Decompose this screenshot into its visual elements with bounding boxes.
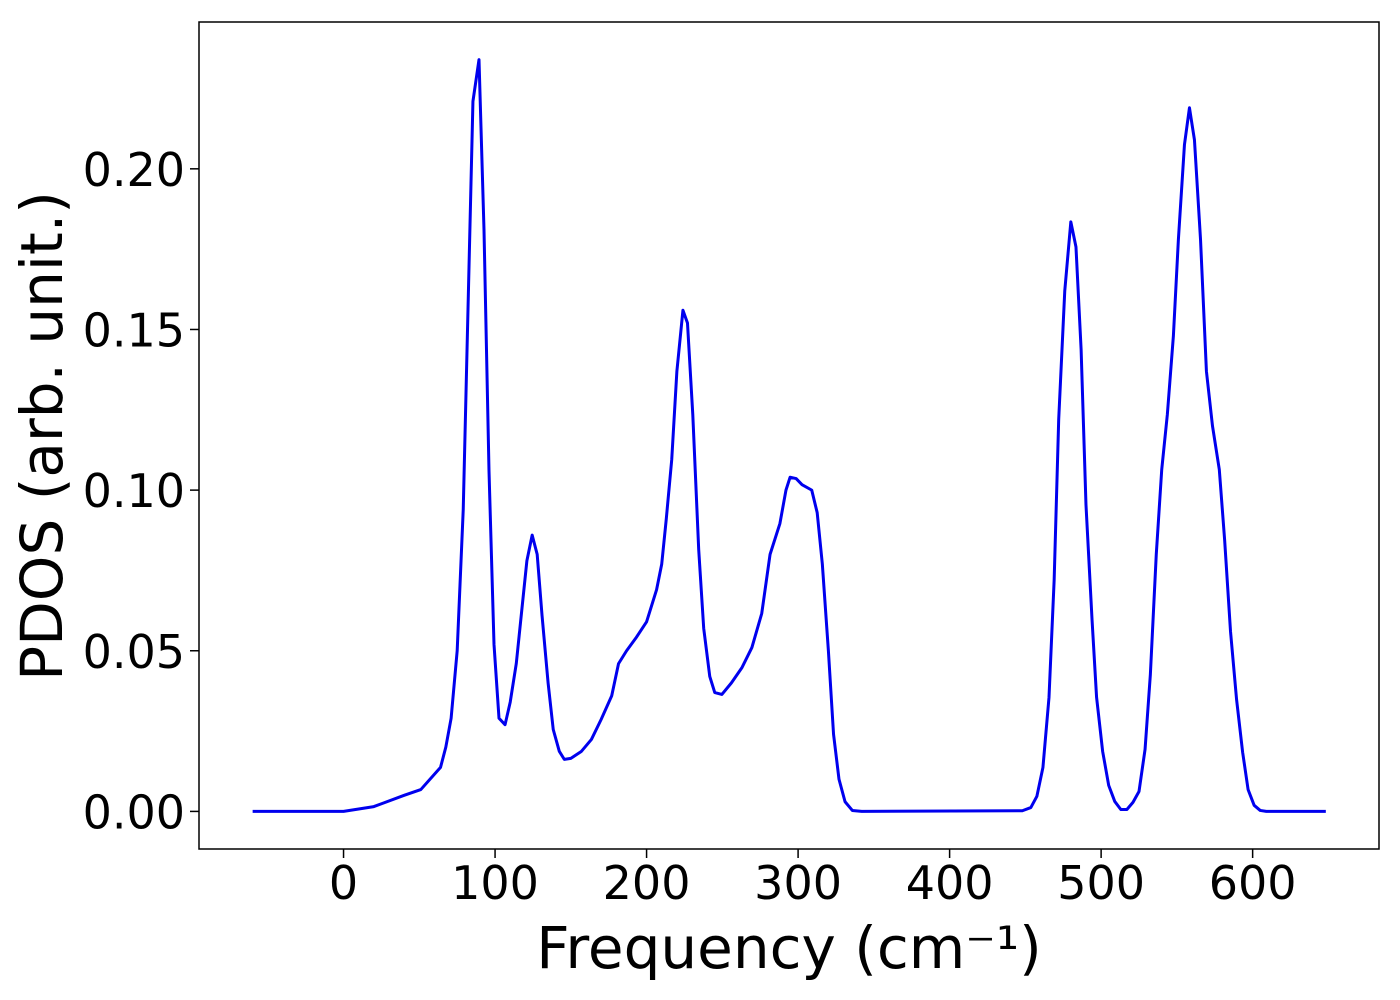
data-line bbox=[252, 58, 1326, 813]
y-tick-label: 0.00 bbox=[83, 785, 185, 839]
plot-frame bbox=[198, 21, 1380, 850]
x-tick-label: 100 bbox=[451, 856, 539, 910]
x-axis-label: Frequency (cm⁻¹) bbox=[536, 914, 1042, 982]
y-tick-label: 0.10 bbox=[83, 464, 185, 518]
y-tick-label: 0.05 bbox=[83, 625, 185, 679]
x-tick-label: 600 bbox=[1209, 856, 1297, 910]
y-tick-label: 0.20 bbox=[83, 143, 185, 197]
x-tick-label: 400 bbox=[906, 856, 994, 910]
y-axis-label: PDOS (arb. unit.) bbox=[8, 191, 76, 681]
x-tick-label: 200 bbox=[603, 856, 691, 910]
x-tick-label: 0 bbox=[329, 856, 358, 910]
y-tick-label: 0.15 bbox=[83, 303, 185, 357]
x-tick-label: 300 bbox=[754, 856, 842, 910]
x-tick-label: 500 bbox=[1057, 856, 1145, 910]
